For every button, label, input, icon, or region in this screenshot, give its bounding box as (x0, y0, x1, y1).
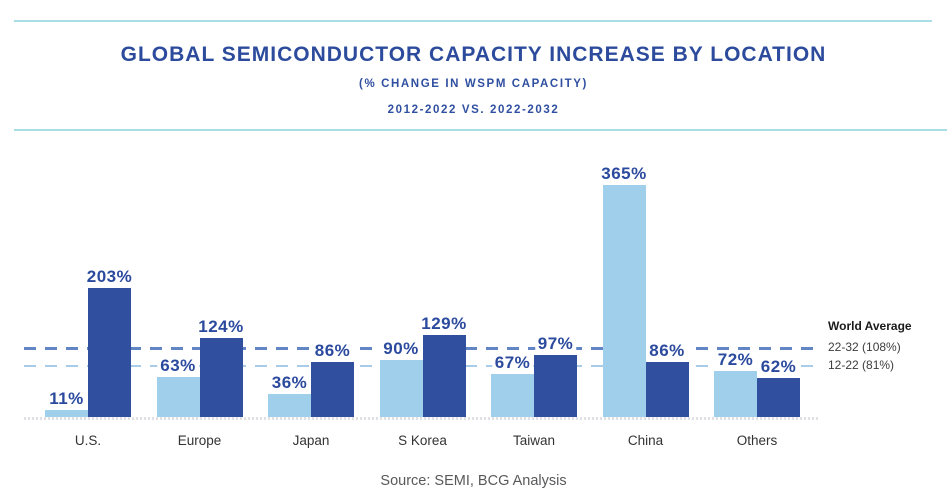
bar-others-2022-2032 (757, 378, 800, 417)
legend-title: World Average (828, 319, 912, 333)
category-label-s-korea: S Korea (398, 433, 447, 448)
bar-s-korea-2022-2032 (422, 335, 466, 417)
bar-china-2022-2032 (645, 362, 689, 417)
category-label-taiwan: Taiwan (512, 433, 556, 448)
source-note: Source: SEMI, BCG Analysis (380, 473, 567, 489)
bar-u-s-2022-2032 (88, 288, 131, 417)
value-label-others-2022-2032: 62% (757, 357, 800, 377)
bar-u-s-2012-2022 (45, 410, 88, 417)
value-label-others-2012-2022: 72% (714, 350, 757, 370)
bar-china-2012-2022 (602, 185, 646, 417)
category-label-china: China (627, 433, 664, 448)
legend-label-12-22-81: 12-22 (81%) (828, 357, 895, 372)
value-label-s-korea-2012-2022: 90% (380, 339, 422, 359)
bar-japan-2012-2022 (268, 394, 311, 417)
value-label-china-2022-2032: 86% (646, 341, 688, 361)
chart-subtitle: (% CHANGE IN WSPM CAPACITY) (359, 78, 588, 90)
reference-line-108 (24, 347, 820, 351)
bar-taiwan-2022-2032 (534, 355, 577, 417)
bar-japan-2022-2032 (311, 362, 354, 417)
category-label-japan: Japan (292, 433, 330, 448)
bar-europe-2012-2022 (156, 377, 200, 417)
top-divider (14, 20, 932, 22)
value-label-s-korea-2022-2032: 129% (418, 314, 470, 334)
category-label-u-s: U.S. (74, 433, 102, 448)
x-axis-line (24, 417, 820, 420)
bar-taiwan-2012-2022 (491, 374, 534, 417)
value-label-taiwan-2022-2032: 97% (534, 334, 577, 354)
bar-s-korea-2012-2022 (379, 360, 423, 417)
category-label-europe: Europe (177, 433, 222, 448)
chart-period: 2012-2022 VS. 2022-2032 (387, 104, 560, 116)
value-label-japan-2022-2032: 86% (311, 341, 354, 361)
value-label-europe-2012-2022: 63% (157, 356, 199, 376)
bar-europe-2022-2032 (199, 338, 243, 417)
chart-title: GLOBAL SEMICONDUCTOR CAPACITY INCREASE B… (120, 43, 827, 66)
bar-others-2012-2022 (714, 371, 757, 417)
value-label-china-2012-2022: 365% (598, 164, 650, 184)
value-label-japan-2012-2022: 36% (268, 373, 311, 393)
value-label-u-s-2022-2032: 203% (83, 267, 136, 287)
legend-label-22-32-108: 22-32 (108%) (828, 340, 901, 355)
category-label-others: Others (736, 433, 778, 448)
value-label-europe-2022-2032: 124% (195, 317, 247, 337)
value-label-u-s-2012-2022: 11% (46, 389, 87, 409)
value-label-taiwan-2012-2022: 67% (491, 353, 534, 373)
header-divider (14, 129, 947, 131)
